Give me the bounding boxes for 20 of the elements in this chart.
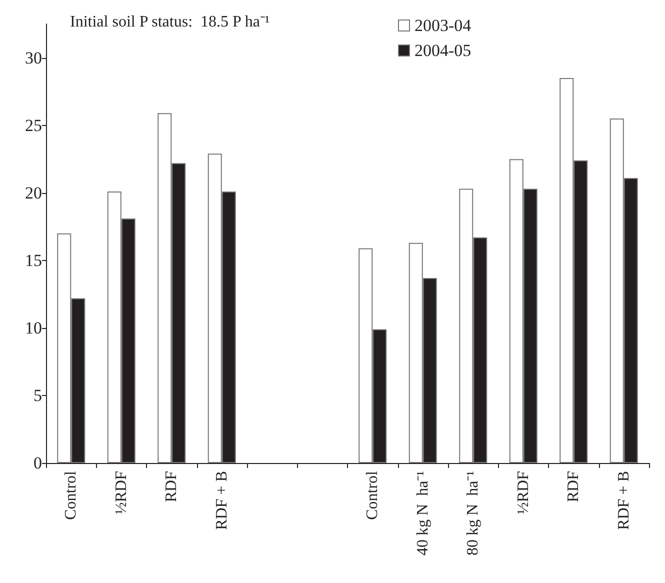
y-tick-label: 20 bbox=[25, 183, 42, 202]
x-tick-label: RDF bbox=[163, 470, 180, 502]
x-tick-label: RDF bbox=[565, 470, 582, 502]
y-tick-label: 15 bbox=[25, 250, 42, 270]
x-tick-label: Control bbox=[364, 470, 382, 520]
y-tick-label: 0 bbox=[34, 454, 42, 472]
legend-label: 2004-05 bbox=[414, 41, 472, 60]
y-tick-label: 10 bbox=[25, 318, 42, 338]
x-tick-label: ½RDF bbox=[514, 470, 532, 514]
y-tick-label: 25 bbox=[25, 116, 42, 135]
x-tick-label: RDF + B bbox=[213, 471, 230, 530]
x-tick-label: Control bbox=[62, 470, 80, 520]
x-tick-label: ½RDF bbox=[112, 470, 130, 514]
x-tick-label: 40 kg N ha⁻¹ bbox=[414, 470, 432, 556]
annotation: Initial soil P status: 18.5 P ha⁻¹ bbox=[70, 14, 270, 30]
y-tick-label: 30 bbox=[25, 48, 42, 68]
x-tick-label: 80 kg N ha⁻¹ bbox=[464, 470, 482, 556]
legend-label: 2003-04 bbox=[414, 16, 472, 35]
y-tick-label: 5 bbox=[34, 386, 42, 405]
x-tick-label: RDF + B bbox=[615, 471, 632, 530]
